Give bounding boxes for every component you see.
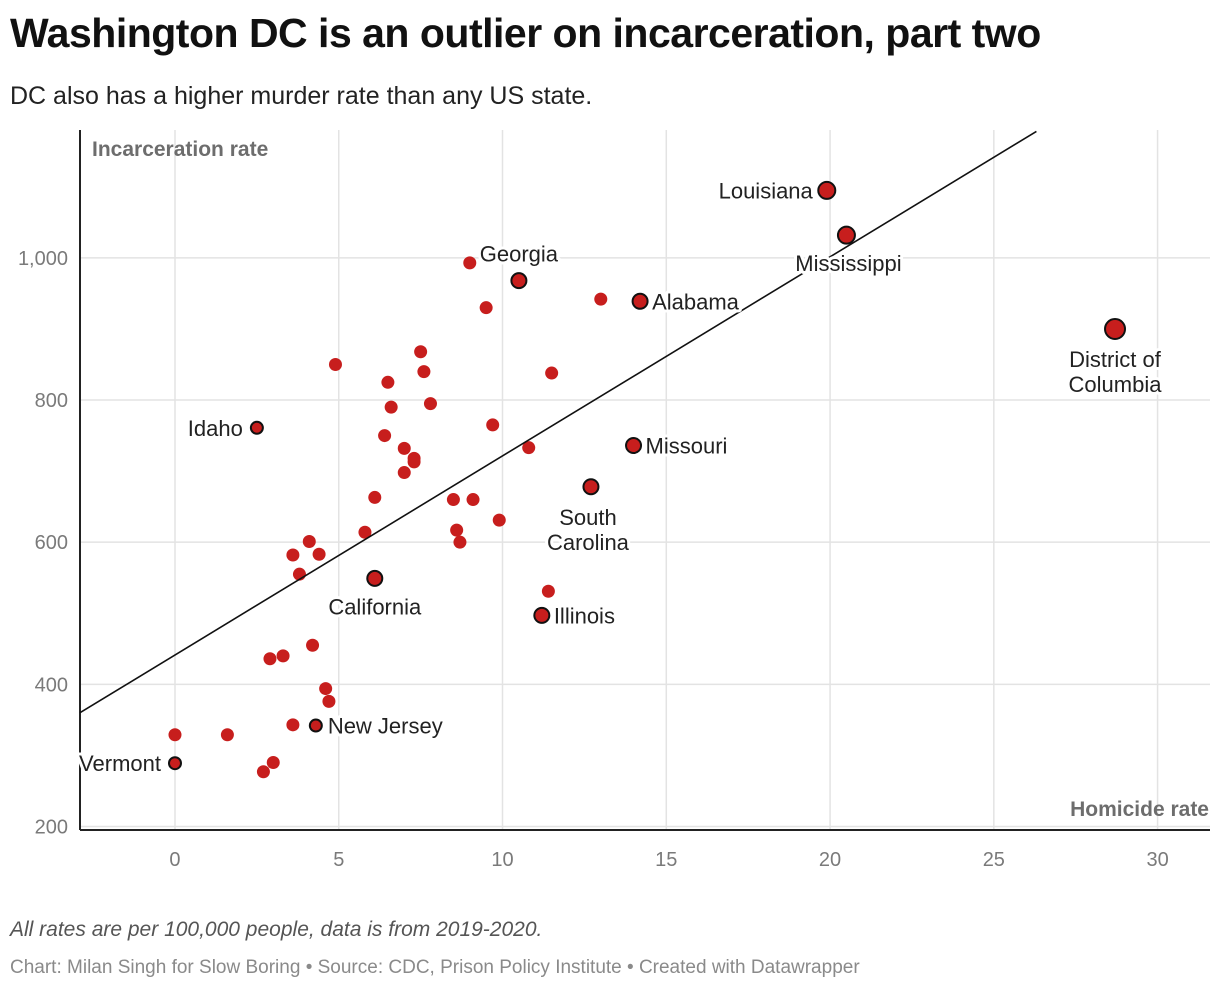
data-point (479, 301, 493, 315)
labeled-point (1104, 317, 1127, 340)
y-tick-label: 600 (35, 532, 68, 554)
data-point (407, 455, 421, 469)
data-point (384, 400, 398, 414)
labeled-point (582, 478, 600, 496)
point-label: Vermont (79, 751, 161, 776)
point-label: Carolina (547, 530, 630, 555)
data-point (266, 755, 280, 769)
data-point (594, 292, 608, 306)
y-tick-label: 400 (35, 674, 68, 696)
data-point (486, 418, 500, 432)
data-point (378, 429, 392, 443)
trend-line (79, 130, 1037, 714)
y-tick-label: 200 (35, 816, 68, 838)
y-tick-label: 1,000 (18, 248, 68, 270)
point-label: Alabama (652, 289, 740, 314)
labeled-point (308, 718, 323, 733)
data-point (256, 765, 270, 779)
scatter-chart: 200 400 600 800 1,000 0 5 10 15 20 25 30 Incarcerati… (18, 130, 1210, 871)
data-point (541, 584, 555, 598)
data-point (381, 375, 395, 389)
data-point (286, 548, 300, 562)
data-point (263, 652, 277, 666)
data-point (168, 728, 182, 742)
x-tick-label: 10 (491, 849, 513, 871)
labeled-point (249, 420, 264, 435)
labeled-point (366, 569, 384, 587)
x-tick-label: 0 (169, 849, 180, 871)
data-point (417, 365, 431, 379)
data-point (397, 466, 411, 480)
point-label: Columbia (1069, 372, 1163, 397)
point-label: Missouri (646, 434, 728, 459)
point-label: South (559, 505, 617, 530)
data-point (302, 534, 316, 548)
chart-credit: Chart: Milan Singh for Slow Boring • Sou… (10, 957, 860, 978)
data-point (397, 441, 411, 455)
chart-title: Washington DC is an outlier on incarcera… (10, 10, 1041, 56)
point-label: Mississippi (795, 251, 901, 276)
data-point (319, 682, 333, 696)
y-axis-title: Incarceration rate (92, 138, 268, 161)
point-label: Illinois (554, 603, 615, 628)
point-label: Louisiana (719, 178, 814, 203)
data-point (368, 490, 382, 504)
data-point (312, 547, 326, 561)
data-point (358, 525, 372, 539)
data-point (322, 694, 336, 708)
x-tick-label: 30 (1146, 849, 1168, 871)
x-tick-label: 15 (655, 849, 677, 871)
data-point (466, 493, 480, 507)
data-point (286, 718, 300, 732)
point-label: Georgia (480, 242, 559, 267)
labeled-point (510, 272, 528, 290)
data-point (414, 345, 428, 359)
labeled-point (631, 292, 649, 310)
x-tick-label: 20 (819, 849, 841, 871)
data-point (522, 441, 536, 455)
x-tick-label: 5 (333, 849, 344, 871)
data-point (453, 535, 467, 549)
y-tick-label: 800 (35, 390, 68, 412)
x-tick-label: 25 (983, 849, 1005, 871)
labeled-point (817, 180, 837, 200)
labeled-point (836, 225, 856, 245)
x-axis-title: Homicide rate (1070, 798, 1209, 821)
point-label: California (328, 594, 422, 619)
data-point (463, 256, 477, 270)
labeled-point (625, 437, 643, 455)
point-label: Idaho (188, 416, 243, 441)
data-point (306, 638, 320, 652)
data-point (276, 649, 290, 663)
data-point (423, 397, 437, 411)
chart-note: All rates are per 100,000 people, data i… (10, 918, 543, 941)
data-point (446, 493, 460, 507)
data-point (220, 728, 234, 742)
point-label: New Jersey (328, 714, 443, 739)
chart-subtitle: DC also has a higher murder rate than an… (10, 82, 593, 110)
labeled-point (167, 756, 182, 771)
data-point (328, 358, 342, 372)
data-point (545, 366, 559, 380)
data-point (492, 513, 506, 527)
data-point (450, 523, 464, 537)
labeled-point (533, 606, 551, 624)
point-label: District of (1069, 347, 1162, 372)
